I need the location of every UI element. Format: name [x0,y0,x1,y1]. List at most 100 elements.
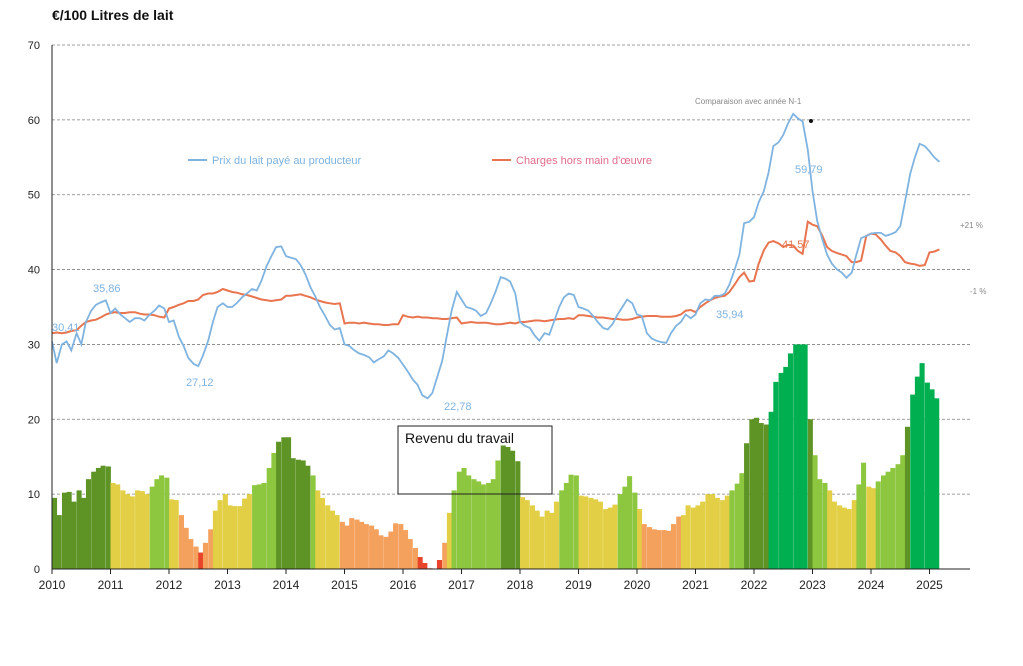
bar-90 [490,479,496,569]
bar-118 [627,476,633,569]
bar-100 [539,516,545,569]
bar-153 [797,344,803,569]
bar-157 [817,479,823,569]
bar-163 [846,509,852,569]
bar-76 [422,563,428,569]
bar-173 [895,464,901,569]
bar-129 [680,515,686,569]
bar-181 [934,398,940,569]
lines-group [51,112,940,400]
bar-13 [115,484,121,569]
bar-130 [685,505,691,569]
bar-123 [651,529,657,569]
side-label-plus: +21 % [960,221,983,230]
bar-58 [334,515,340,569]
bar-27 [183,527,189,569]
bar-0 [52,497,58,569]
bar-103 [553,501,560,569]
bar-66 [373,529,379,569]
bar-30 [198,552,204,569]
bar-14 [120,490,126,569]
bar-175 [904,426,911,569]
bar-156 [812,455,818,569]
bar-93 [505,446,511,569]
bar-166 [861,462,867,569]
bar-92 [500,445,506,569]
bar-136 [714,497,720,569]
bar-112 [597,501,603,569]
bar-6 [81,497,87,569]
y-tick-label-30: 30 [28,339,40,351]
bar-84 [461,467,467,569]
comparison-note: Comparaison avec année N-1 [695,97,802,106]
annotation-0: 30,41 [52,322,80,334]
bar-174 [900,455,906,569]
bar-63 [359,521,365,569]
bar-41 [252,485,258,569]
bar-180 [929,389,935,569]
annotation-5: 59,79 [795,164,823,176]
bar-131 [690,507,696,569]
bar-65 [369,525,375,569]
y-tick-label-10: 10 [28,489,40,501]
bar-26 [178,515,185,569]
bar-82 [451,490,457,569]
bar-11 [105,466,111,569]
bar-143 [749,419,755,569]
legend-charges-label: Charges hors main d'œuvre [516,155,652,167]
bar-145 [758,423,764,569]
bar-101 [544,510,550,569]
bar-115 [612,504,618,569]
bar-46 [276,441,282,569]
bar-33 [212,510,218,569]
annotation-2: 27,12 [186,377,214,389]
bar-1 [56,515,62,569]
bar-161 [837,505,843,569]
grid-lines [52,44,970,495]
bar-179 [924,382,930,569]
legend-price-label: Prix du lait payé au producteur [212,155,362,167]
bar-91 [495,460,501,569]
bar-114 [607,507,613,569]
bar-18 [139,491,145,569]
bar-159 [827,490,833,569]
bar-160 [831,501,837,569]
bar-102 [549,512,555,569]
bar-146 [763,424,770,569]
bar-127 [670,524,677,569]
bar-125 [661,530,667,569]
bar-29 [193,546,199,569]
bar-51 [300,460,306,569]
bar-55 [319,497,326,569]
x-tick-label-2023: 2023 [799,578,826,592]
bar-164 [851,500,857,569]
bar-128 [676,516,682,569]
bar-142 [744,443,750,569]
y-tick-label-20: 20 [28,414,40,426]
bar-7 [85,479,92,569]
bar-132 [695,505,701,569]
tick-labels-group: 0 10 20 30 40 50 60 70 2010 2011 2012 2013 2014 2015 2… [28,40,943,592]
bar-122 [646,527,653,569]
price-line [51,112,940,400]
x-tick-label-2021: 2021 [682,578,709,592]
bar-32 [208,529,214,569]
bar-121 [641,524,647,569]
bar-67 [378,535,384,569]
bar-144 [754,417,760,569]
bar-94 [510,450,516,569]
bar-113 [603,509,609,569]
legend: Prix du lait payé au producteur Charges … [188,155,652,167]
x-tick-label-2024: 2024 [858,578,885,592]
bar-31 [202,542,209,569]
x-tick-label-2011: 2011 [98,578,124,592]
bar-135 [710,494,716,569]
bar-17 [135,490,141,569]
bar-170 [880,475,887,569]
bar-165 [856,484,862,569]
bar-79 [436,560,443,569]
bar-107 [573,475,579,569]
bar-150 [783,366,789,569]
bar-172 [890,467,896,569]
bar-44 [266,467,272,569]
